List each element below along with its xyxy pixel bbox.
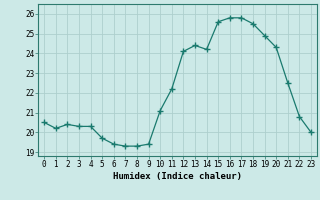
X-axis label: Humidex (Indice chaleur): Humidex (Indice chaleur) — [113, 172, 242, 181]
